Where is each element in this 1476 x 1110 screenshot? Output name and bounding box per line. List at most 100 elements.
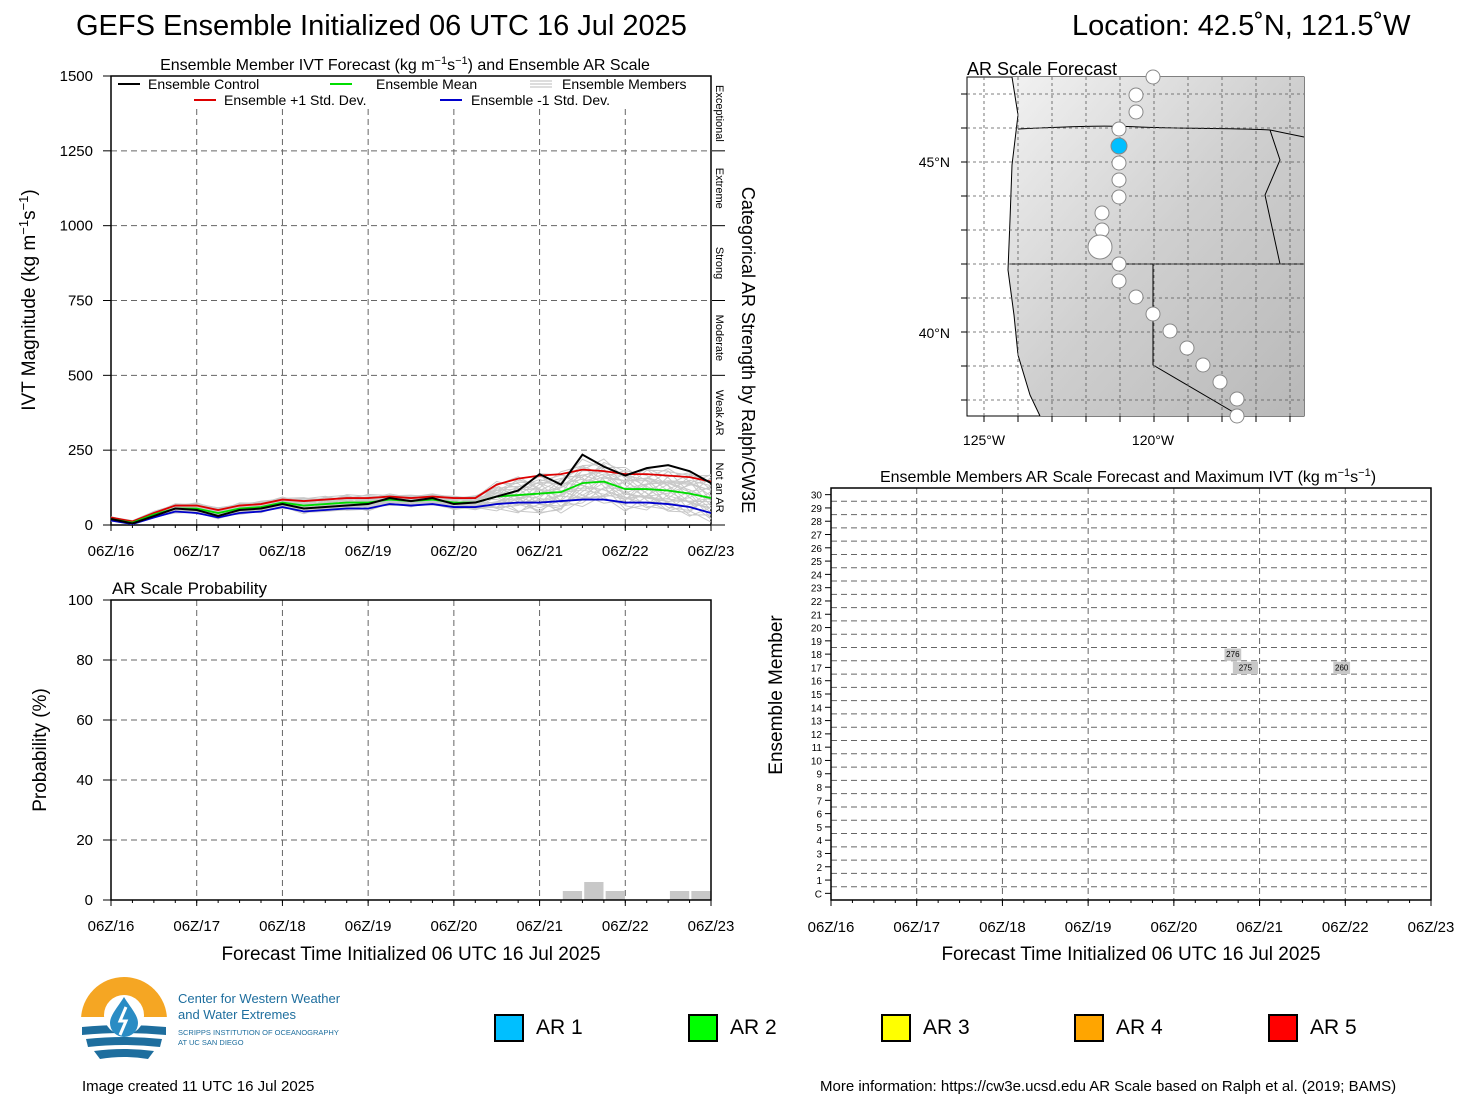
members-ivt-value: 276 — [1226, 650, 1240, 659]
probability-chart: 06Z/16 06Z/17 06Z/18 06Z/19 06Z/20 06Z/21 06Z/… — [30, 579, 734, 965]
members-y-tick-label: 13 — [811, 717, 823, 728]
prob-y-tick-label: 60 — [76, 712, 93, 729]
ar-legend-label: AR 3 — [923, 1016, 970, 1039]
ivt-legend-box — [112, 77, 710, 107]
members-x-tick-label: 06Z/18 — [979, 919, 1026, 936]
prob-plot-frame — [110, 599, 712, 901]
map-track-point — [1111, 189, 1127, 205]
ivt-series-line — [110, 453, 712, 525]
members-y-tick-label: 11 — [812, 743, 823, 754]
logo-water-drop-icon — [110, 997, 138, 1037]
ivt-x-tick-label: 06Z/16 — [88, 543, 135, 560]
ar-legend-swatch — [1074, 1014, 1104, 1042]
prob-x-tick-label: 06Z/16 — [88, 918, 135, 935]
members-ivt-value: 275 — [1239, 663, 1253, 672]
prob-x-tick-label: 06Z/21 — [516, 918, 563, 935]
logo-line-4: AT UC SAN DIEGO — [178, 1038, 244, 1047]
ivt-series-line — [110, 498, 712, 526]
map-track-point — [1111, 155, 1127, 171]
category-label: Not an AR — [713, 463, 725, 513]
lon-label-125: 125°W — [963, 432, 1006, 448]
prob-bar — [562, 891, 583, 900]
members-ivt-cell — [1333, 661, 1351, 675]
ivt-x-tick-label: 06Z/20 — [431, 543, 478, 560]
legend-members-label: Ensemble Members — [562, 76, 687, 92]
ivt-member-line — [110, 475, 712, 523]
ivt-y-axis-label: IVT Magnitude (kg m−1s−1) — [16, 189, 40, 411]
prob-bar — [605, 891, 625, 900]
members-x-tick-label: 06Z/22 — [1322, 919, 1369, 936]
members-y-tick-label: C — [815, 889, 822, 900]
ar-legend-label: AR 5 — [1310, 1016, 1357, 1039]
ar-legend-item: AR 3 — [881, 1012, 970, 1044]
more-info-text: More information: https://cw3e.ucsd.edu … — [820, 1078, 1397, 1095]
members-y-tick-label: 12 — [811, 730, 823, 741]
map-track-point — [1128, 104, 1144, 120]
category-label: Weak AR — [713, 390, 725, 436]
members-y-tick-label: 28 — [811, 517, 823, 528]
cw3e-logo: Center for Western Weather and Water Ext… — [80, 975, 410, 1067]
prob-y-tick-label: 0 — [85, 892, 93, 909]
members-y-tick-label: 30 — [811, 491, 823, 502]
members-y-tick-label: 9 — [816, 770, 822, 781]
lat-label-40: 40°N — [919, 325, 950, 341]
map-track-point — [1128, 289, 1144, 305]
prob-x-tick-label: 06Z/18 — [259, 918, 306, 935]
members-x-tick-label: 06Z/19 — [1065, 919, 1112, 936]
prob-chart-title: AR Scale Probability — [112, 579, 267, 598]
page-title: GEFS Ensemble Initialized 06 UTC 16 Jul … — [76, 10, 687, 42]
map-track-point — [1145, 306, 1161, 322]
logo-line-3: SCRIPPS INSTITUTION OF OCEANOGRAPHY — [178, 1028, 339, 1037]
members-y-axis-label: Ensemble Member — [766, 615, 787, 775]
members-y-tick-label: 14 — [811, 703, 823, 714]
ar-legend-swatch — [494, 1014, 524, 1042]
members-x-tick-label: 06Z/21 — [1236, 919, 1283, 936]
members-y-tick-label: 19 — [811, 637, 823, 648]
ar-legend-swatch — [1268, 1014, 1298, 1042]
prob-y-tick-label: 100 — [68, 592, 93, 609]
map-title: AR Scale Forecast — [967, 59, 1117, 79]
members-plot-frame — [830, 487, 1432, 901]
map-track-point — [1162, 323, 1178, 339]
ivt-y-tick-label: 1250 — [60, 143, 93, 160]
members-y-tick-label: 26 — [811, 544, 823, 555]
members-x-axis-label: Forecast Time Initialized 06 UTC 16 Jul … — [941, 944, 1320, 965]
members-y-tick-label: 20 — [811, 624, 823, 635]
ar-strength-axis-label: Categorical AR Strength by Ralph/CW3E — [738, 187, 758, 513]
map-track-point — [1094, 205, 1110, 221]
members-y-tick-label: 8 — [816, 783, 822, 794]
ivt-series-line — [110, 468, 712, 523]
ar-legend-swatch — [688, 1014, 718, 1042]
members-y-tick-label: 22 — [811, 597, 823, 608]
category-label: Extreme — [713, 168, 725, 209]
members-y-tick-label: 15 — [811, 690, 823, 701]
lon-label-120: 120°W — [1132, 432, 1175, 448]
members-chart-title: Ensemble Members AR Scale Forecast and M… — [880, 467, 1376, 486]
members-y-tick-label: 5 — [816, 823, 822, 834]
map-track-point — [1229, 408, 1245, 424]
logo-line-2: and Water Extremes — [178, 1007, 297, 1022]
members-y-tick-label: 21 — [811, 610, 823, 621]
ivt-x-tick-label: 06Z/23 — [688, 543, 735, 560]
prob-x-tick-label: 06Z/17 — [173, 918, 220, 935]
state-border-or-wa — [1017, 125, 1305, 138]
map-track-point — [1111, 121, 1127, 137]
ar-legend-item: AR 4 — [1074, 1012, 1163, 1044]
prob-y-axis-label: Probability (%) — [30, 688, 51, 812]
map-track-point — [1229, 391, 1245, 407]
members-x-tick-label: 06Z/16 — [808, 919, 855, 936]
map-track-point — [1195, 357, 1211, 373]
members-y-tick-label: 6 — [816, 810, 822, 821]
members-x-tick-label: 06Z/17 — [893, 919, 940, 936]
category-label: Strong — [713, 247, 725, 279]
ar-scale-map: AR Scale Forecast 45°N 40°N 125°W 120°W — [919, 59, 1305, 448]
ivt-y-tick-label: 500 — [68, 367, 93, 384]
ivt-legend: Ensemble Control Ensemble Mean Ensemble … — [118, 76, 687, 108]
members-y-tick-label: 25 — [811, 557, 823, 568]
prob-bar — [584, 882, 604, 900]
map-track-point — [1145, 69, 1161, 85]
lat-label-45: 45°N — [919, 154, 950, 170]
members-x-tick-label: 06Z/20 — [1151, 919, 1198, 936]
ar-legend-item: AR 5 — [1268, 1012, 1357, 1044]
map-track-point — [1179, 340, 1195, 356]
